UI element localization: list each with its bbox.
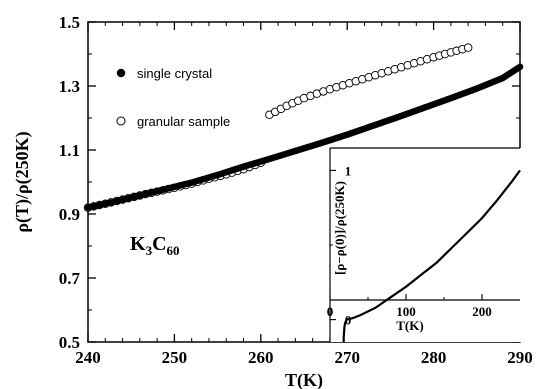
y-tick-label: 1.3 xyxy=(59,77,80,96)
y-tick-label: 0.7 xyxy=(59,269,81,288)
inset-background xyxy=(330,148,521,342)
x-tick-label: 290 xyxy=(507,348,533,367)
legend-label-granular-sample: granular sample xyxy=(137,114,230,129)
inset-x-tick-label: 100 xyxy=(396,304,416,319)
x-tick-label: 260 xyxy=(248,348,274,367)
single-crystal-point xyxy=(516,63,524,71)
main-tick-labels: 240 250 260 270 280 290 0.5 0.7 0.9 1.1 1.3 1.5 xyxy=(59,13,533,367)
compound-subscript-1: 3 xyxy=(146,243,153,258)
y-tick-label: 1.5 xyxy=(59,13,80,32)
inset-y-axis-title: [ρ−ρ(0)]/ρ(250K) xyxy=(332,181,347,275)
legend: single crystal granular sample xyxy=(116,66,230,129)
x-axis-title: T(K) xyxy=(285,370,323,389)
x-tick-label: 240 xyxy=(75,348,101,367)
inset-axis-ticks xyxy=(329,169,483,321)
y-axis-title: ρ(T)/ρ(250K) xyxy=(12,131,33,232)
compound-part-main: K xyxy=(130,233,146,255)
inset-y-tick-label: 1 xyxy=(345,163,352,178)
x-tick-label: 280 xyxy=(421,348,447,367)
inset-x-tick-label: 200 xyxy=(472,304,492,319)
x-tick-label: 250 xyxy=(162,348,188,367)
granular-sample-point xyxy=(463,43,473,52)
legend-label-single-crystal: single crystal xyxy=(137,66,212,81)
x-tick-label: 270 xyxy=(334,348,360,367)
main-data-series xyxy=(83,43,524,212)
inset-data-curve xyxy=(342,169,521,342)
legend-marker-single-crystal xyxy=(116,68,126,78)
inset-x-tick-label: 0 xyxy=(327,304,334,319)
y-tick-label: 0.9 xyxy=(59,205,80,224)
y-tick-label: 0.5 xyxy=(59,333,80,352)
compound-annotation: K3C60 xyxy=(130,233,180,258)
compound-part-mid: C xyxy=(152,233,166,255)
legend-marker-granular-sample xyxy=(116,116,126,126)
inset-x-axis-title: T(K) xyxy=(396,318,423,333)
y-tick-label: 1.1 xyxy=(59,141,80,160)
compound-subscript-2: 60 xyxy=(167,243,180,258)
